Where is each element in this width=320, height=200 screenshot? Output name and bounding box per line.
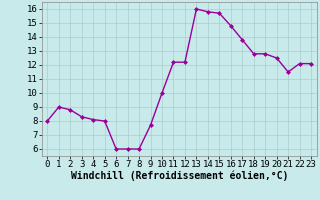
X-axis label: Windchill (Refroidissement éolien,°C): Windchill (Refroidissement éolien,°C) (70, 171, 288, 181)
